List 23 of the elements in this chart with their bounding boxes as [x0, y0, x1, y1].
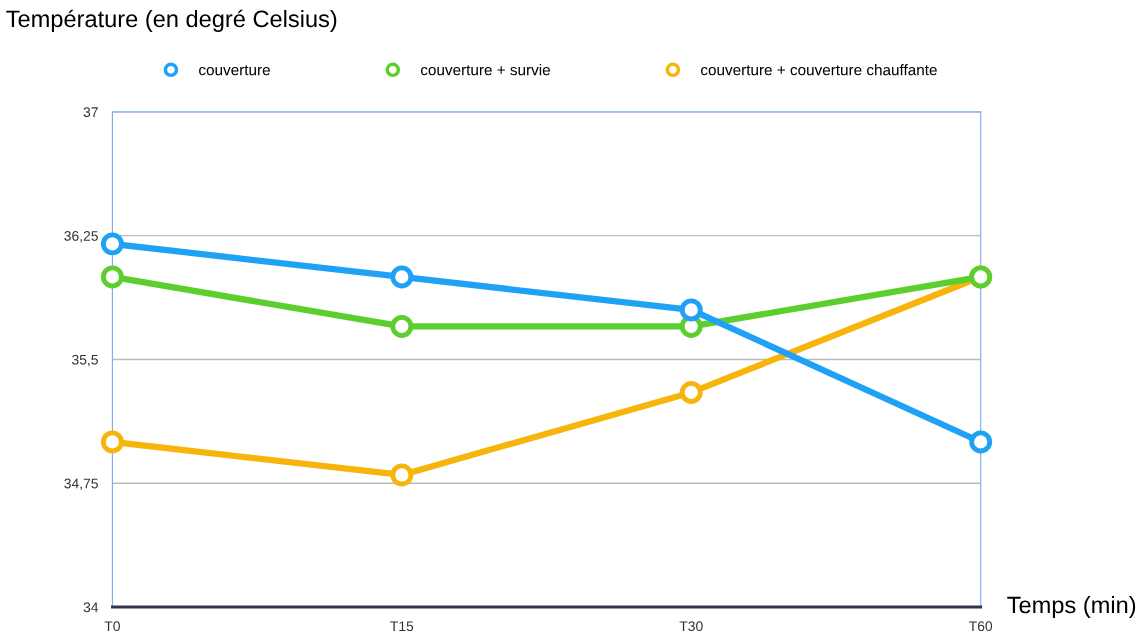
point: [390, 265, 414, 289]
legend-label: couverture + couverture chauffante: [701, 64, 937, 76]
point: [100, 232, 124, 256]
y-tick-label: 37: [83, 107, 98, 118]
y-tick-label: 36,25: [64, 230, 98, 243]
legend-label: couverture + survie: [420, 64, 550, 76]
point: [390, 463, 414, 487]
legend-label: couverture: [199, 65, 270, 76]
point: [100, 430, 124, 454]
point: [100, 265, 124, 289]
y-tick-label: 35,5: [72, 354, 98, 367]
x-tick-label: T60: [969, 621, 993, 632]
point: [390, 314, 414, 338]
x-tick-label: T15: [390, 621, 414, 632]
y-tick-label: 34: [83, 602, 99, 613]
y-tick-label: 34,75: [64, 478, 98, 491]
x-axis-title: Temps (min): [1007, 595, 1136, 618]
point: [679, 298, 703, 322]
y-axis-title: Température (en degré Celsius): [6, 9, 337, 32]
point: [679, 380, 703, 404]
x-tick-label: T0: [104, 621, 120, 632]
x-tick-label: T30: [679, 621, 703, 632]
point: [969, 430, 993, 454]
